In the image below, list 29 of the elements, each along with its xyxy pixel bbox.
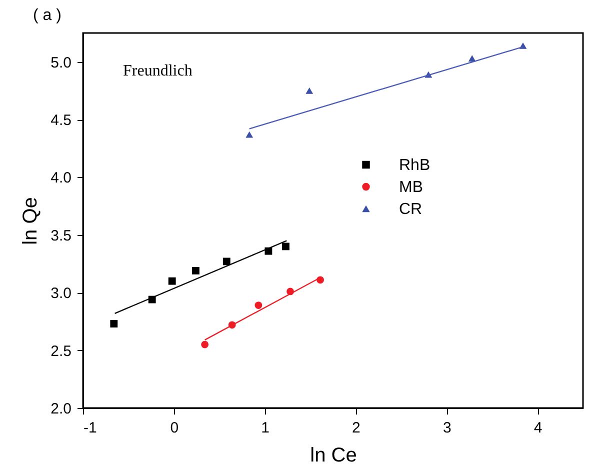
y-tick-label: 3.5 — [50, 227, 72, 244]
point — [254, 302, 262, 310]
y-tick-label: 2.0 — [50, 400, 72, 418]
legend-label: CR — [399, 200, 422, 218]
y-tick-label: 5.0 — [50, 54, 72, 72]
y-tick-label: 2.5 — [50, 342, 72, 360]
point — [168, 277, 176, 285]
y-tick-label: 3.0 — [50, 285, 72, 302]
point — [246, 131, 254, 138]
legend-label: MB — [399, 178, 423, 196]
y-tick-label: 4.0 — [50, 170, 72, 187]
x-tick-label: 4 — [534, 420, 542, 436]
legend-label: RhB — [399, 156, 430, 174]
point — [110, 320, 118, 328]
point — [306, 87, 314, 94]
annotation: Freundlich — [123, 62, 192, 80]
point — [282, 242, 290, 250]
x-tick-label: 1 — [261, 420, 270, 436]
x-tick-label: 3 — [442, 420, 452, 436]
point — [192, 266, 200, 274]
x-tick-label: 2 — [352, 420, 360, 436]
x-tick-label: 0 — [170, 420, 179, 436]
text: ( a ) — [33, 7, 62, 24]
point — [222, 258, 230, 266]
y-tick-label: 4.5 — [50, 112, 72, 130]
point — [201, 340, 209, 348]
x-tick-label: -1 — [84, 420, 97, 436]
x-axis-title: ln Ce — [310, 444, 357, 466]
y-axis-title: ln Qe — [20, 197, 42, 245]
